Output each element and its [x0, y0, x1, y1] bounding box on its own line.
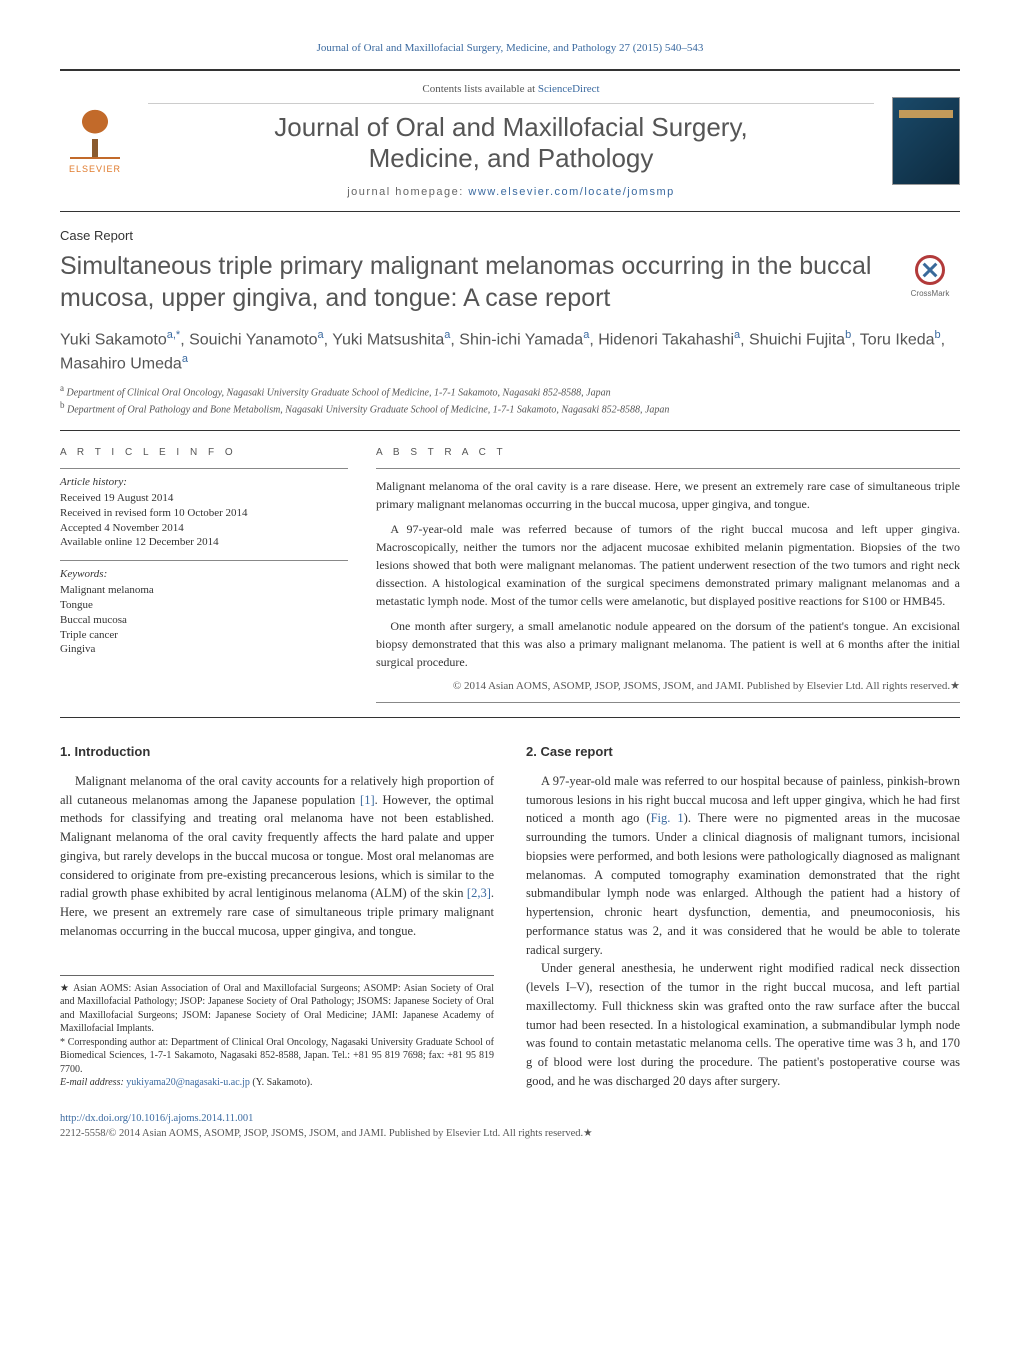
page-footer: http://dx.doi.org/10.1016/j.ajoms.2014.1…	[60, 1111, 960, 1143]
affiliation-a: a Department of Clinical Oral Oncology, …	[60, 383, 960, 399]
elsevier-label: ELSEVIER	[69, 163, 121, 177]
divider	[60, 468, 348, 469]
abstract-para: A 97-year-old male was referred because …	[376, 520, 960, 610]
figure-link[interactable]: Fig. 1	[651, 811, 684, 825]
footnote-email: E-mail address: yukiyama20@nagasaki-u.ac…	[60, 1076, 494, 1090]
affiliations: a Department of Clinical Oral Oncology, …	[60, 383, 960, 416]
sciencedirect-link[interactable]: ScienceDirect	[538, 83, 600, 95]
footnote-corresponding: * Corresponding author at: Department of…	[60, 1036, 494, 1077]
article-info-col: A R T I C L E I N F O Article history: R…	[60, 445, 348, 704]
contents-listed: Contents lists available at ScienceDirec…	[148, 81, 874, 105]
divider	[376, 468, 960, 469]
left-column: 1. Introduction Malignant melanoma of th…	[60, 742, 494, 1090]
journal-header: ELSEVIER Contents lists available at Sci…	[60, 69, 960, 212]
article-history: Article history: Received 19 August 2014…	[60, 475, 348, 550]
citation-link[interactable]: [1]	[360, 793, 375, 807]
footnote-societies: ★ Asian AOMS: Asian Association of Oral …	[60, 982, 494, 1036]
case-paragraph-1: A 97-year-old male was referred to our h…	[526, 772, 960, 960]
keywords-title: Keywords:	[60, 567, 348, 582]
citation-link[interactable]: [2,3]	[467, 886, 491, 900]
journal-cover-icon[interactable]	[892, 97, 960, 185]
elsevier-tree-icon	[70, 105, 120, 159]
issn-line: 2212-5558/© 2014 Asian AOMS, ASOMP, JSOP…	[60, 1128, 593, 1139]
right-column: 2. Case report A 97-year-old male was re…	[526, 742, 960, 1090]
keywords-block: Keywords: Malignant melanoma Tongue Bucc…	[60, 567, 348, 657]
doi-link[interactable]: http://dx.doi.org/10.1016/j.ajoms.2014.1…	[60, 1113, 253, 1124]
history-accepted: Accepted 4 November 2014	[60, 521, 348, 536]
intro-paragraph: Malignant melanoma of the oral cavity ac…	[60, 772, 494, 941]
homepage-label: journal homepage:	[347, 186, 468, 198]
email-suffix: (Y. Sakamoto).	[250, 1077, 313, 1088]
history-title: Article history:	[60, 475, 348, 490]
journal-citation: Journal of Oral and Maxillofacial Surger…	[60, 40, 960, 57]
history-online: Available online 12 December 2014	[60, 535, 348, 550]
elsevier-logo[interactable]: ELSEVIER	[60, 99, 130, 183]
divider	[376, 702, 960, 703]
keyword: Triple cancer	[60, 628, 348, 643]
affiliation-b: b Department of Oral Pathology and Bone …	[60, 400, 960, 416]
history-received: Received 19 August 2014	[60, 491, 348, 506]
crossmark-label: CrossMark	[911, 288, 950, 300]
authors: Yuki Sakamotoa,*, Souichi Yanamotoa, Yuk…	[60, 328, 960, 375]
contents-text: Contents lists available at	[422, 83, 537, 95]
footnotes: ★ Asian AOMS: Asian Association of Oral …	[60, 975, 494, 1090]
title-row: Simultaneous triple primary malignant me…	[60, 251, 960, 314]
crossmark-icon	[915, 255, 945, 285]
journal-name-line2: Medicine, and Pathology	[369, 143, 654, 173]
article-title: Simultaneous triple primary malignant me…	[60, 251, 888, 314]
email-link[interactable]: yukiyama20@nagasaki-u.ac.jp	[126, 1077, 250, 1088]
info-abstract-row: A R T I C L E I N F O Article history: R…	[60, 445, 960, 704]
keyword: Buccal mucosa	[60, 613, 348, 628]
history-revised: Received in revised form 10 October 2014	[60, 506, 348, 521]
body-columns: 1. Introduction Malignant melanoma of th…	[60, 742, 960, 1090]
abstract-label: A B S T R A C T	[376, 445, 960, 460]
email-label: E-mail address:	[60, 1077, 126, 1088]
keyword: Gingiva	[60, 642, 348, 657]
intro-heading: 1. Introduction	[60, 742, 494, 762]
divider	[60, 560, 348, 561]
article-info-label: A R T I C L E I N F O	[60, 445, 348, 460]
homepage-link[interactable]: www.elsevier.com/locate/jomsmp	[468, 186, 674, 198]
abstract-para: Malignant melanoma of the oral cavity is…	[376, 477, 960, 513]
abstract-copyright: © 2014 Asian AOMS, ASOMP, JSOP, JSOMS, J…	[376, 678, 960, 695]
abstract-col: A B S T R A C T Malignant melanoma of th…	[376, 445, 960, 704]
keyword: Tongue	[60, 598, 348, 613]
homepage-line: journal homepage: www.elsevier.com/locat…	[148, 184, 874, 201]
header-center: Contents lists available at ScienceDirec…	[148, 81, 874, 201]
article-type: Case Report	[60, 226, 960, 246]
journal-name-line1: Journal of Oral and Maxillofacial Surger…	[274, 112, 748, 142]
case-paragraph-2: Under general anesthesia, he underwent r…	[526, 959, 960, 1090]
divider	[60, 717, 960, 718]
abstract-para: One month after surgery, a small amelano…	[376, 617, 960, 671]
divider	[60, 430, 960, 431]
case-heading: 2. Case report	[526, 742, 960, 762]
journal-name: Journal of Oral and Maxillofacial Surger…	[148, 112, 874, 174]
keyword: Malignant melanoma	[60, 583, 348, 598]
crossmark-button[interactable]: CrossMark	[900, 255, 960, 305]
